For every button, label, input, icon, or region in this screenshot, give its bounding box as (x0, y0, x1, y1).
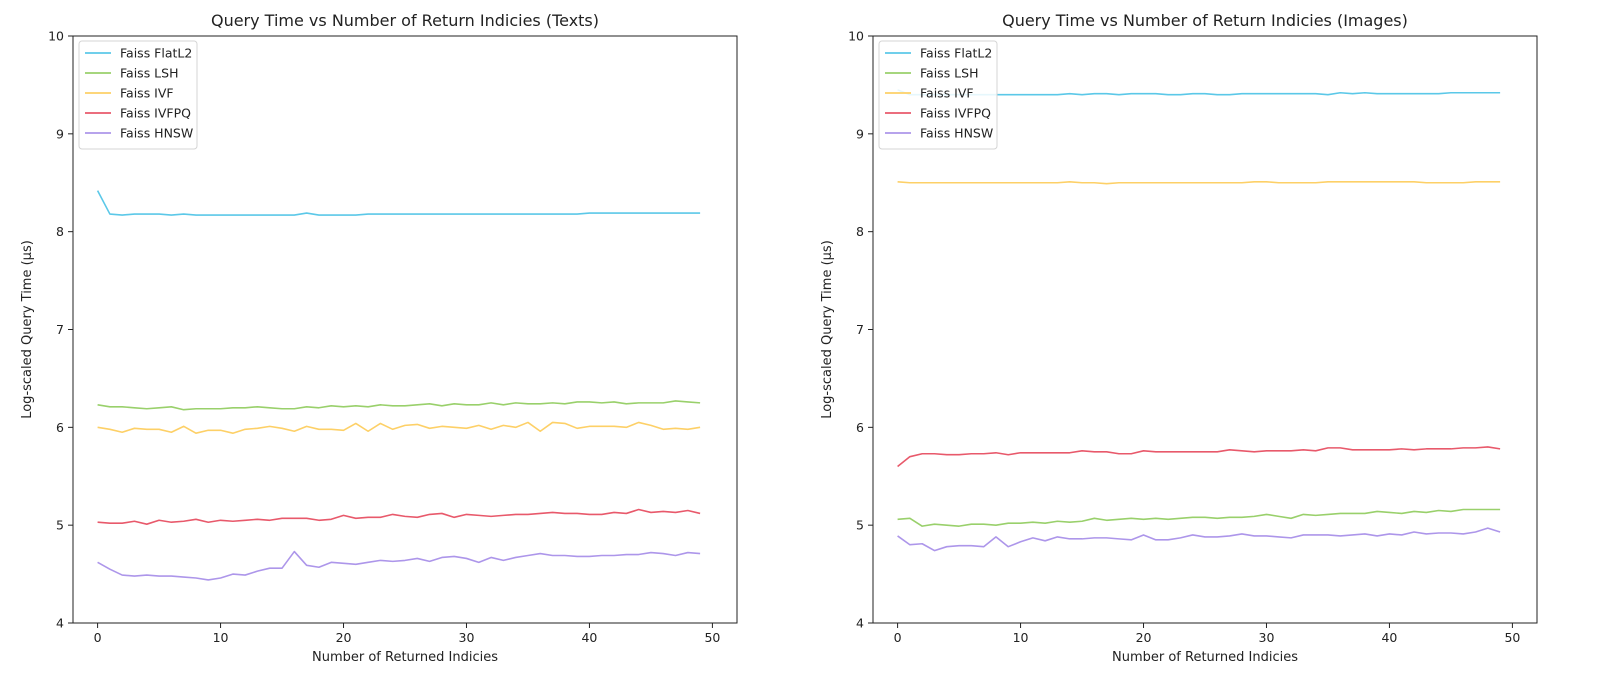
series-line-2 (97, 400, 701, 411)
series-line-3 (897, 180, 1501, 185)
chart-panel-1: Query Time vs Number of Return Indicies … (20, 11, 738, 665)
plot-frame (72, 35, 738, 624)
x-tick-label: 50 (704, 630, 720, 645)
legend-entry: Faiss FlatL2 (920, 46, 992, 61)
series-line-4 (97, 508, 701, 525)
x-tick-label: 20 (336, 630, 352, 645)
legend-entry: Faiss IVF (120, 86, 174, 101)
series-line-3 (97, 421, 701, 435)
chart-title: Query Time vs Number of Return Indicies … (1002, 11, 1408, 30)
legend-entry: Faiss HNSW (920, 126, 993, 141)
x-tick-label: 10 (1013, 630, 1029, 645)
legend-entry: Faiss FlatL2 (120, 46, 192, 61)
x-tick-label: 0 (94, 630, 102, 645)
y-tick-label: 5 (56, 518, 64, 533)
chart-panel-2: Query Time vs Number of Return Indicies … (820, 11, 1538, 665)
legend-box (878, 40, 998, 150)
x-tick-label: 30 (1259, 630, 1275, 645)
legend-box (78, 40, 198, 150)
x-tick-label: 20 (1136, 630, 1152, 645)
y-tick-label: 9 (856, 126, 864, 141)
series-line-5 (97, 550, 701, 581)
y-tick-label: 7 (856, 322, 864, 337)
x-tick-label: 40 (581, 630, 597, 645)
x-axis-label: Number of Returned Indicies (1112, 650, 1298, 665)
y-tick-label: 8 (56, 224, 64, 239)
y-tick-label: 8 (856, 224, 864, 239)
x-tick-label: 0 (894, 630, 902, 645)
chart-title: Query Time vs Number of Return Indicies … (211, 11, 599, 30)
y-axis-label: Log-scaled Query Time (μs) (820, 240, 835, 419)
series-line-1 (96, 190, 701, 216)
y-tick-label: 10 (848, 29, 864, 44)
x-tick-label: 30 (459, 630, 475, 645)
y-axis-label: Log-scaled Query Time (μs) (20, 240, 35, 419)
series-line-2 (897, 508, 1501, 527)
series-line-4 (897, 446, 1501, 468)
y-tick-label: 7 (56, 322, 64, 337)
x-tick-label: 50 (1504, 630, 1520, 645)
y-tick-label: 6 (856, 420, 864, 435)
y-tick-label: 9 (56, 126, 64, 141)
y-tick-label: 4 (56, 616, 64, 631)
legend-entry: Faiss IVFPQ (120, 106, 191, 121)
plot-frame (872, 35, 1538, 624)
legend-entry: Faiss LSH (120, 66, 178, 81)
x-tick-label: 10 (213, 630, 229, 645)
legend-entry: Faiss LSH (920, 66, 978, 81)
x-tick-label: 40 (1381, 630, 1397, 645)
y-tick-label: 4 (856, 616, 864, 631)
legend-entry: Faiss IVF (920, 86, 974, 101)
x-axis-label: Number of Returned Indicies (312, 650, 498, 665)
y-tick-label: 5 (856, 518, 864, 533)
y-tick-label: 6 (56, 420, 64, 435)
series-line-1 (897, 89, 1501, 96)
series-line-5 (897, 527, 1501, 552)
legend-entry: Faiss IVFPQ (920, 106, 991, 121)
legend-entry: Faiss HNSW (120, 126, 193, 141)
y-tick-label: 10 (48, 29, 64, 44)
